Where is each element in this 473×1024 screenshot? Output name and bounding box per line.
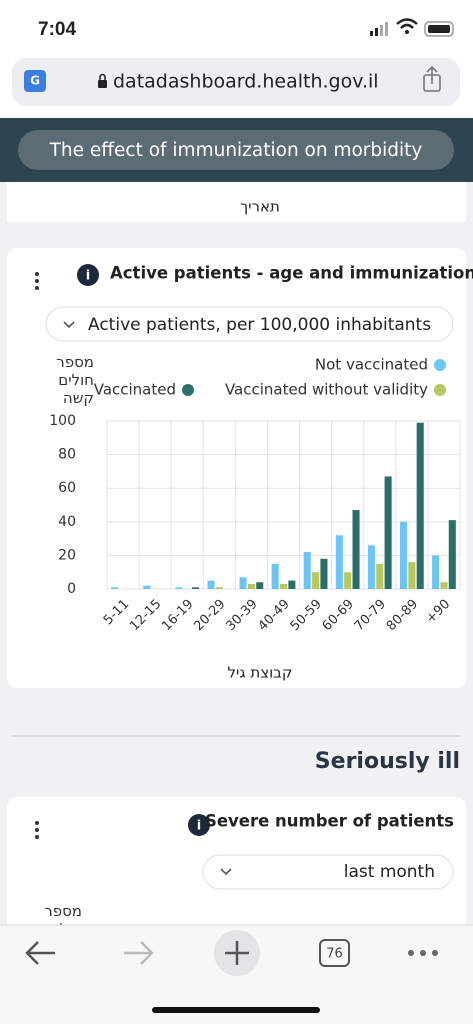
- bar: [143, 585, 151, 589]
- kebab-menu[interactable]: [35, 821, 39, 839]
- bar: [288, 580, 296, 589]
- back-button[interactable]: [25, 941, 55, 965]
- y-tick-label: 0: [67, 581, 76, 597]
- legend-swatch: [434, 384, 446, 396]
- bar: [312, 572, 320, 589]
- section-title: Seriously ill: [315, 749, 460, 774]
- x-axis-label: קבוצת גיל: [228, 664, 293, 682]
- forward-button[interactable]: [124, 941, 154, 965]
- tabs-button[interactable]: [319, 939, 350, 967]
- info-icon[interactable]: [77, 264, 99, 286]
- y-tick-label: 60: [58, 480, 76, 496]
- signal-icon: [370, 22, 388, 36]
- y-tick-label: 20: [58, 547, 76, 563]
- severe-y-label: מספר חולים: [44, 902, 82, 926]
- battery-icon: [424, 21, 454, 37]
- banner-button[interactable]: [18, 130, 454, 170]
- chart-card: [7, 248, 466, 688]
- y-label-box: מספר חולים קשה: [56, 353, 94, 407]
- y-label-box: מספר חולים: [44, 902, 82, 926]
- bar: [239, 577, 247, 589]
- bar: [320, 558, 328, 589]
- bar: [384, 476, 392, 589]
- bar: [111, 587, 119, 589]
- chart: 0204060801005-1112-1516-1920-2930-3940-4…: [49, 356, 461, 634]
- y-tick-label: 40: [58, 514, 76, 530]
- lock-icon: [98, 80, 107, 88]
- previous-card: [7, 182, 466, 222]
- bar: [344, 572, 352, 589]
- y-axis-label: מספר חולים קשה: [56, 353, 94, 407]
- bar: [256, 582, 264, 589]
- chart-title: Active patients - age and immunization: [110, 264, 473, 283]
- legend-label: Vaccinated: [94, 381, 176, 399]
- bar: [335, 535, 343, 589]
- legend-label: Not vaccinated: [315, 356, 428, 374]
- bar: [408, 562, 416, 589]
- previous-x-label: תאריך: [240, 198, 280, 216]
- legend-swatch: [434, 359, 446, 371]
- y-tick-label: 100: [49, 413, 76, 429]
- bar: [175, 587, 183, 589]
- bar: [352, 510, 360, 589]
- bar: [215, 587, 223, 589]
- dropdown-text[interactable]: last month: [344, 862, 435, 882]
- bar: [376, 563, 384, 589]
- bar: [271, 563, 279, 589]
- info-icon[interactable]: [188, 814, 210, 836]
- banner-title[interactable]: The effect of immunization on morbidity: [49, 140, 423, 161]
- bar: [192, 587, 200, 589]
- info-glyph: i: [86, 269, 90, 284]
- share-icon[interactable]: [423, 65, 441, 92]
- dropdown[interactable]: [202, 854, 454, 890]
- dropdown-chevron[interactable]: [220, 868, 232, 876]
- bar: [448, 520, 456, 589]
- bar: [207, 580, 215, 589]
- menu-button[interactable]: [408, 950, 438, 956]
- legend-label: Vaccinated without validity: [225, 381, 428, 399]
- bar: [432, 555, 440, 589]
- bar: [440, 582, 448, 589]
- clock: 7:04: [38, 19, 76, 40]
- tab-count[interactable]: 76: [326, 947, 343, 962]
- bar: [247, 583, 255, 589]
- plus-glyph: [225, 941, 249, 965]
- dropdown-chevron[interactable]: [63, 321, 75, 329]
- bar: [303, 552, 311, 589]
- severe-title: Severe number of patients: [205, 812, 454, 831]
- y-tick-label: 80: [58, 447, 76, 463]
- url[interactable]: datadashboard.health.gov.il: [113, 71, 379, 93]
- bar: [367, 545, 375, 589]
- dropdown-text[interactable]: Active patients, per 100,000 inhabitants: [88, 315, 431, 335]
- translate-glyph: G: [30, 74, 40, 88]
- lock-shackle: [99, 73, 106, 80]
- wifi-icon: [396, 18, 418, 34]
- bar: [279, 583, 288, 589]
- bar: [416, 422, 424, 589]
- kebab-menu[interactable]: [35, 272, 39, 290]
- url-bar[interactable]: [12, 58, 460, 106]
- dropdown[interactable]: [45, 306, 454, 342]
- legend-swatch: [182, 384, 194, 396]
- translate-icon[interactable]: [24, 70, 46, 92]
- info-glyph: i: [197, 819, 201, 834]
- bar: [399, 521, 408, 589]
- home-indicator: [152, 1007, 320, 1013]
